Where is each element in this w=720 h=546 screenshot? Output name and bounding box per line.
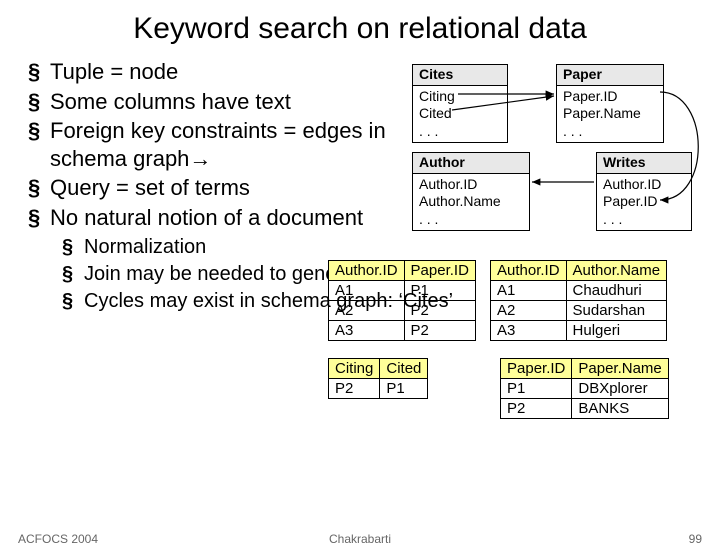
table-header: Cited xyxy=(380,359,428,379)
table-cell: A2 xyxy=(329,301,405,321)
schema-row: . . . xyxy=(563,123,657,141)
schema-writes: Writes Author.ID Paper.ID . . . xyxy=(596,152,692,231)
schema-header: Paper xyxy=(556,64,664,86)
table-header: Paper.ID xyxy=(501,359,572,379)
table-cell: DBXplorer xyxy=(572,379,668,399)
table-cell: A3 xyxy=(329,321,405,341)
table-cell: P2 xyxy=(404,321,475,341)
footer-center: Chakrabarti xyxy=(329,532,391,546)
schema-body: Citing Cited . . . xyxy=(412,86,508,144)
table-cell: A1 xyxy=(491,281,567,301)
schema-author: Author Author.ID Author.Name . . . xyxy=(412,152,530,231)
table-cell: P1 xyxy=(501,379,572,399)
schema-body: Author.ID Paper.ID . . . xyxy=(596,174,692,232)
table-cell: BANKS xyxy=(572,399,668,419)
table-header: Paper.Name xyxy=(572,359,668,379)
table-authors: Author.IDAuthor.Name A1Chaudhuri A2Sudar… xyxy=(490,260,667,341)
schema-row: Author.Name xyxy=(419,193,523,211)
table-cell: Sudarshan xyxy=(566,301,667,321)
table-papers: Paper.IDPaper.Name P1DBXplorer P2BANKS xyxy=(500,358,669,419)
table-cell: P2 xyxy=(329,379,380,399)
schema-row: . . . xyxy=(419,123,501,141)
schema-row: . . . xyxy=(419,211,523,229)
schema-row: Paper.ID xyxy=(603,193,685,211)
table-cell: P2 xyxy=(501,399,572,419)
bullet-item: Foreign key constraints = edges in schem… xyxy=(28,117,403,172)
slide-title: Keyword search on relational data xyxy=(0,0,720,46)
bullet-item: No natural notion of a document xyxy=(28,204,403,232)
table-cell: A3 xyxy=(491,321,567,341)
table-cell: P1 xyxy=(380,379,428,399)
schema-header: Cites xyxy=(412,64,508,86)
table-cell: P2 xyxy=(404,301,475,321)
schema-row: Author.ID xyxy=(603,176,685,194)
schema-row: Paper.Name xyxy=(563,105,657,123)
schema-body: Author.ID Author.Name . . . xyxy=(412,174,530,232)
schema-header: Author xyxy=(412,152,530,174)
schema-row: Author.ID xyxy=(419,176,523,194)
table-cell: P1 xyxy=(404,281,475,301)
schema-row: Cited xyxy=(419,105,501,123)
schema-paper: Paper Paper.ID Paper.Name . . . xyxy=(556,64,664,143)
schema-row: . . . xyxy=(603,211,685,229)
bullet-item: Some columns have text xyxy=(28,88,403,116)
table-cites: CitingCited P2P1 xyxy=(328,358,428,399)
table-header: Author.ID xyxy=(491,261,567,281)
table-header: Citing xyxy=(329,359,380,379)
table-cell: A1 xyxy=(329,281,405,301)
table-header: Paper.ID xyxy=(404,261,475,281)
schema-header: Writes xyxy=(596,152,692,174)
bullet-item: Normalization xyxy=(62,235,692,260)
footer-right: 99 xyxy=(689,532,702,546)
schema-row: Paper.ID xyxy=(563,88,657,106)
schema-body: Paper.ID Paper.Name . . . xyxy=(556,86,664,144)
table-cell: A2 xyxy=(491,301,567,321)
bullet-item: Tuple = node xyxy=(28,58,403,86)
table-header: Author.Name xyxy=(566,261,667,281)
table-cell: Chaudhuri xyxy=(566,281,667,301)
table-writes: Author.IDPaper.ID A1P1 A2P2 A3P2 xyxy=(328,260,476,341)
footer-left: ACFOCS 2004 xyxy=(18,532,98,546)
main-bullets: Tuple = node Some columns have text Fore… xyxy=(28,58,403,231)
bullet-item: Query = set of terms xyxy=(28,174,403,202)
table-cell: Hulgeri xyxy=(566,321,667,341)
schema-row: Citing xyxy=(419,88,501,106)
schema-cites: Cites Citing Cited . . . xyxy=(412,64,508,143)
table-header: Author.ID xyxy=(329,261,405,281)
